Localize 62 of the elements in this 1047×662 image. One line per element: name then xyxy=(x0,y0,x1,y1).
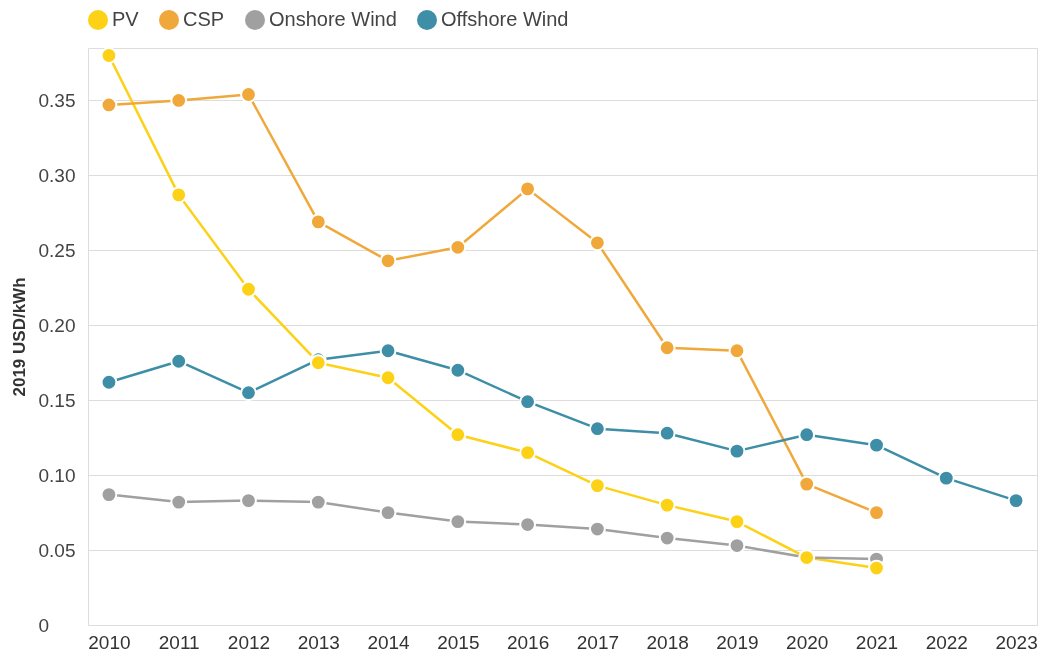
point xyxy=(379,252,397,270)
point xyxy=(658,496,676,514)
point xyxy=(937,469,955,487)
point xyxy=(100,47,118,64)
point xyxy=(240,86,257,103)
x-tick-label: 2015 xyxy=(437,631,480,653)
point xyxy=(449,513,467,530)
y-tick-label: 0.15 xyxy=(38,389,76,411)
point xyxy=(868,559,885,577)
y-tick-label: 0.20 xyxy=(38,314,76,336)
point xyxy=(519,516,537,533)
y-tick-label: 0.25 xyxy=(38,239,76,261)
legend-label: PV xyxy=(112,8,140,30)
x-tick-label: 2014 xyxy=(367,631,411,653)
point xyxy=(658,424,676,442)
point xyxy=(100,96,118,114)
point xyxy=(309,493,327,511)
point xyxy=(379,504,397,521)
point xyxy=(170,92,188,109)
point xyxy=(100,373,118,391)
point xyxy=(728,537,746,554)
x-tick-label: 2016 xyxy=(506,631,550,653)
point xyxy=(449,361,467,379)
y-tick-label: 0 xyxy=(38,614,50,636)
y-tick-label: 0.35 xyxy=(38,89,76,111)
x-tick-label: 2019 xyxy=(716,631,759,653)
point xyxy=(798,475,816,493)
x-tick-label: 2011 xyxy=(158,631,200,653)
point xyxy=(868,436,885,454)
y-tick-label: 0.30 xyxy=(38,164,76,186)
point xyxy=(240,384,257,402)
legend-label: Onshore Wind xyxy=(269,8,397,30)
x-tick-label: 2021 xyxy=(855,631,899,653)
point xyxy=(588,234,606,252)
x-tick-label: 2010 xyxy=(88,631,131,653)
x-tick-label: 2017 xyxy=(576,631,620,653)
point xyxy=(519,180,537,198)
legend-label: Offshore Wind xyxy=(441,8,569,30)
point xyxy=(588,520,606,538)
x-tick-label: 2013 xyxy=(297,631,340,653)
point xyxy=(658,339,676,357)
x-tick-label: 2018 xyxy=(646,631,689,653)
x-tick-label: 2020 xyxy=(786,631,829,653)
point xyxy=(170,186,188,204)
point xyxy=(170,352,188,370)
point xyxy=(868,504,885,521)
y-tick-label: 0.10 xyxy=(38,464,76,486)
point xyxy=(728,342,746,360)
point xyxy=(728,513,746,530)
legend-label: CSP xyxy=(183,8,225,30)
y-tick-label: 0.05 xyxy=(38,539,76,561)
x-tick-label: 2012 xyxy=(227,631,271,653)
point xyxy=(728,442,746,460)
x-tick-label: 2023 xyxy=(995,631,1038,653)
point xyxy=(309,213,327,231)
point xyxy=(240,280,257,298)
y-axis-title: 2019 USD/kWh xyxy=(9,277,29,397)
point xyxy=(658,529,676,547)
point xyxy=(170,493,188,511)
point xyxy=(379,342,397,360)
x-tick-label: 2022 xyxy=(925,631,968,653)
point xyxy=(379,369,397,387)
